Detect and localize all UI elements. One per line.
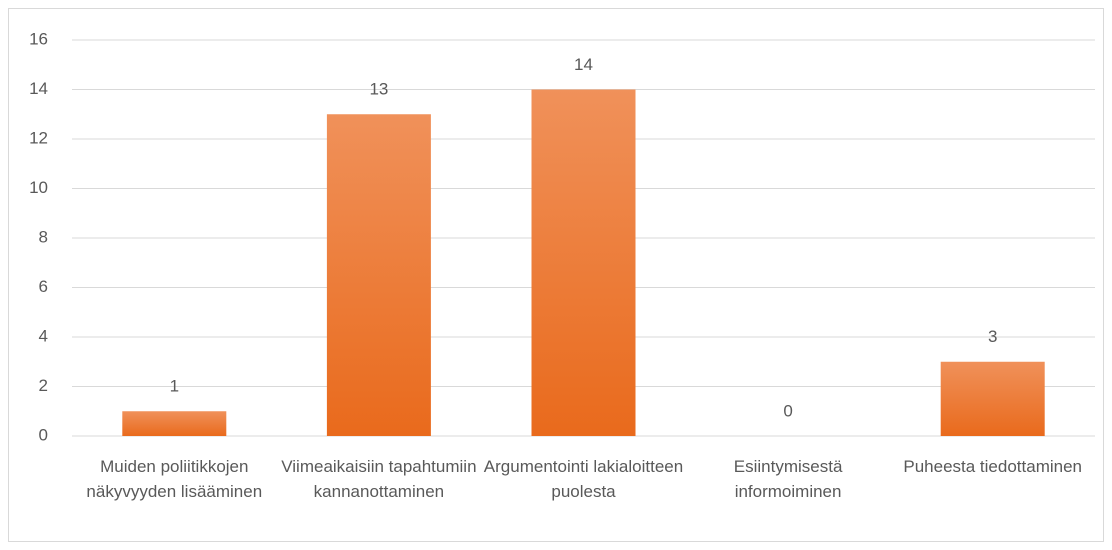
- bar: [531, 89, 636, 436]
- data-label: 0: [783, 401, 792, 420]
- y-tick-label: 10: [29, 178, 48, 197]
- y-tick-label: 4: [39, 326, 48, 345]
- y-tick-label: 14: [29, 79, 48, 98]
- bar: [122, 411, 227, 436]
- x-tick-label: Viimeaikaisiin tapahtumiin kannanottamine…: [281, 457, 476, 501]
- data-label: 1: [170, 377, 179, 396]
- bar: [940, 361, 1045, 436]
- y-tick-label: 12: [29, 128, 48, 147]
- y-tick-label: 6: [39, 277, 48, 296]
- x-tick-label: Muiden poliitikkojen näkyvyyden lisäämine…: [86, 457, 262, 501]
- data-label: 14: [574, 55, 593, 74]
- x-tick-label: Argumentointi lakialoitteen puolesta: [484, 457, 683, 501]
- x-tick-label: Puheesta tiedottaminen: [903, 457, 1082, 476]
- x-tick-label: Esiintymisestä informoiminen: [734, 457, 843, 501]
- y-tick-label: 8: [39, 227, 48, 246]
- data-label: 13: [369, 80, 388, 99]
- bar: [326, 114, 431, 436]
- chart-frame: [8, 8, 1104, 542]
- y-tick-label: 2: [39, 376, 48, 395]
- y-tick-label: 16: [29, 29, 48, 48]
- y-tick-label: 0: [39, 425, 48, 444]
- data-label: 3: [988, 327, 997, 346]
